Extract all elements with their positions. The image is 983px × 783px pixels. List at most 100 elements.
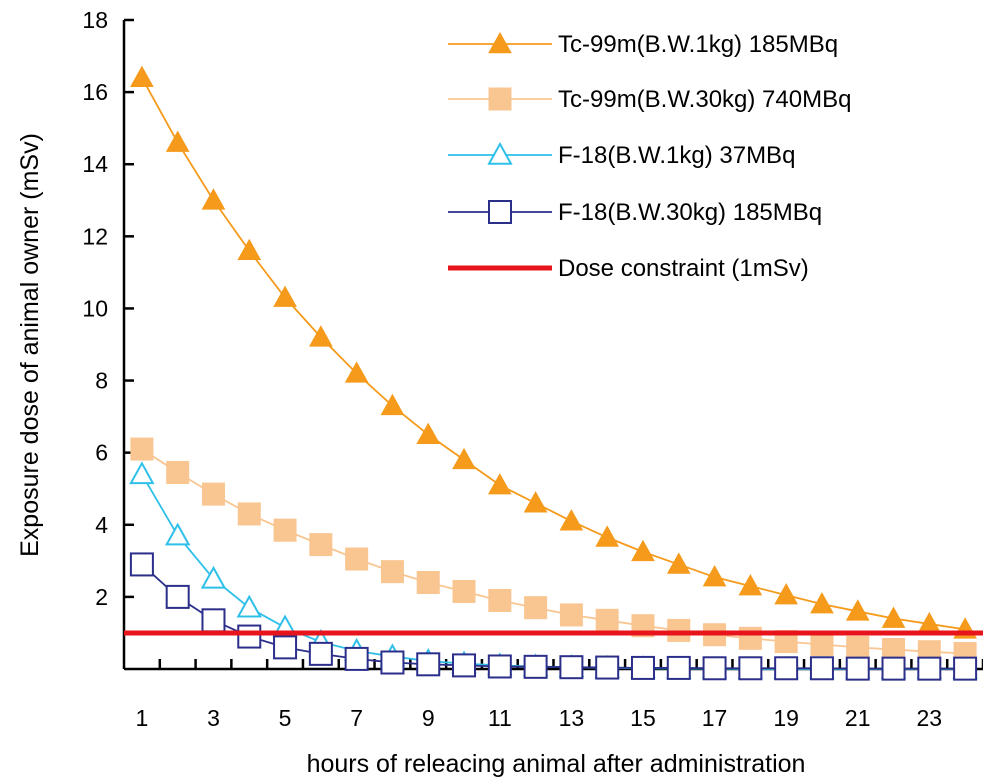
series-line [141,77,966,631]
x-tick-label: 21 [845,705,871,731]
legend-label: F-18(B.W.30kg) 185MBq [558,199,822,226]
data-point [165,584,190,609]
data-point [344,646,369,671]
data-point [846,635,870,659]
data-point [237,624,262,649]
y-axis-title: Exposure dose of animal owner (mSv) [16,133,44,557]
data-point [917,656,942,681]
legend-label: Tc-99m(B.W.30kg) 740MBq [558,86,851,113]
y-tick-label: 18 [82,7,108,33]
y-tick-label: 8 [95,368,108,394]
data-point [237,502,261,526]
data-point [201,608,226,633]
x-tick-label: 13 [559,705,585,731]
x-tick-label: 11 [488,705,512,731]
x-tick-label: 1 [135,705,148,731]
y-ticks: 2 4 6 8 10 12 14 16 18 [82,7,134,610]
data-point [487,473,512,495]
y-tick-label: 14 [82,151,108,177]
data-point [702,565,727,587]
data-point [595,655,620,680]
data-point [666,552,691,574]
data-point [416,570,440,594]
data-point [809,656,834,681]
data-point [165,130,190,152]
data-point [345,547,369,571]
series-layer [129,65,978,681]
data-point [738,574,763,596]
data-point [774,656,799,681]
legend-item: F-18(B.W.1kg) 37MBq [448,141,795,169]
x-tick-label: 3 [207,705,220,731]
x-tick-label: 17 [702,705,728,731]
data-point [130,65,154,87]
y-tick-label: 4 [95,512,108,538]
x-tick-label: 19 [773,705,799,731]
axes [122,20,983,671]
data-point [702,656,727,681]
data-point [237,238,262,261]
y-tick-label: 10 [82,295,108,321]
series-1 [130,65,977,639]
data-point [380,560,404,584]
data-point [559,655,584,680]
legend-label: Dose constraint (1mSv) [558,255,809,282]
y-tick-label: 2 [95,584,108,610]
x-axis-title: hours of releacing animal after administ… [307,750,806,778]
data-point [344,361,369,383]
legend-label: F-18(B.W.1kg) 37MBq [558,142,795,169]
legend-marker [488,87,512,111]
data-point [881,656,906,681]
legend: Tc-99m(B.W.1kg) 185MBq Tc-99m(B.W.30kg) 7… [448,31,851,282]
data-point [309,533,333,557]
data-point [201,188,226,210]
data-point [774,583,798,605]
data-point [308,641,333,666]
data-point [129,461,155,485]
data-point [524,596,548,620]
data-point [631,539,655,562]
series-line [141,473,966,670]
data-point [130,437,154,461]
data-point [380,650,405,675]
legend-item: Tc-99m(B.W.30kg) 740MBq [448,86,851,113]
data-point [129,552,154,577]
data-point [845,599,870,621]
data-point [666,655,691,680]
legend-marker [488,31,512,54]
x-tick-label: 7 [350,705,363,731]
data-point [667,618,691,642]
data-point [273,635,298,660]
data-point [953,656,978,681]
legend-item: Dose constraint (1mSv) [448,255,809,282]
x-tick-label: 23 [917,705,943,731]
data-point [166,460,190,484]
data-point [559,603,583,627]
data-point [164,522,191,546]
data-point [273,285,297,307]
x-tick-label: 9 [422,705,435,731]
data-point [559,509,584,531]
data-point [200,565,227,589]
data-point [523,491,548,513]
legend-item: Tc-99m(B.W.1kg) 185MBq [448,31,838,58]
data-point [236,594,262,618]
data-point [595,525,620,547]
legend-marker [488,200,512,224]
data-point [416,652,441,677]
data-point [309,325,333,347]
data-point [201,482,225,506]
data-point [595,608,619,632]
y-tick-label: 12 [82,223,108,249]
x-tick-label: 15 [630,705,656,731]
data-point [488,588,512,612]
legend-item: F-18(B.W.30kg) 185MBq [448,199,822,226]
data-point [452,579,476,603]
data-point [738,656,763,681]
x-ticks: 1 3 5 7 9 11 13 15 17 19 21 23 [135,659,983,731]
legend-label: Tc-99m(B.W.1kg) 185MBq [558,31,838,58]
y-tick-label: 6 [95,440,108,466]
data-point [630,655,655,680]
data-point [452,653,477,678]
